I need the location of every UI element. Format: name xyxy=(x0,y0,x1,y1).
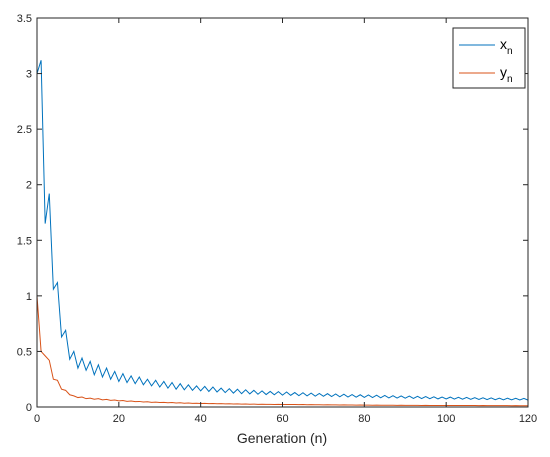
x-axis-title: Generation (n) xyxy=(237,430,327,446)
legend-label-main: y xyxy=(500,64,507,80)
x-tick-label: 120 xyxy=(519,413,537,425)
legend-label-subscript: n xyxy=(507,46,513,57)
x-tick-label: 80 xyxy=(358,413,370,425)
legend-label-subscript: n xyxy=(507,74,513,85)
legend-label-x-n: xn xyxy=(500,36,513,57)
y-tick-label: 2.5 xyxy=(17,124,32,136)
x-tick-label: 0 xyxy=(34,413,40,425)
y-tick-label: 2 xyxy=(26,180,32,192)
y-tick-label: 1 xyxy=(26,291,32,303)
legend-label-main: x xyxy=(500,36,507,52)
ticks-layer: 0 20 40 60 80 100 120 0 0.5 1 1.5 2 2.5 3 3.5 xyxy=(17,13,537,425)
x-tick-label: 60 xyxy=(276,413,288,425)
x-tick-label: 100 xyxy=(437,413,455,425)
y-tick-label: 3 xyxy=(26,69,32,81)
x-tick-label: 40 xyxy=(195,413,207,425)
y-tick-label: 0 xyxy=(26,402,32,414)
series-line-x-n xyxy=(36,60,529,401)
y-tick-label: 1.5 xyxy=(17,235,32,247)
y-tick-label: 0.5 xyxy=(17,346,32,358)
y-tick-label: 3.5 xyxy=(17,13,32,25)
legend-label-y-n: yn xyxy=(500,64,513,85)
legend-box xyxy=(452,27,526,89)
x-tick-label: 20 xyxy=(113,413,125,425)
plot-area xyxy=(37,18,528,407)
